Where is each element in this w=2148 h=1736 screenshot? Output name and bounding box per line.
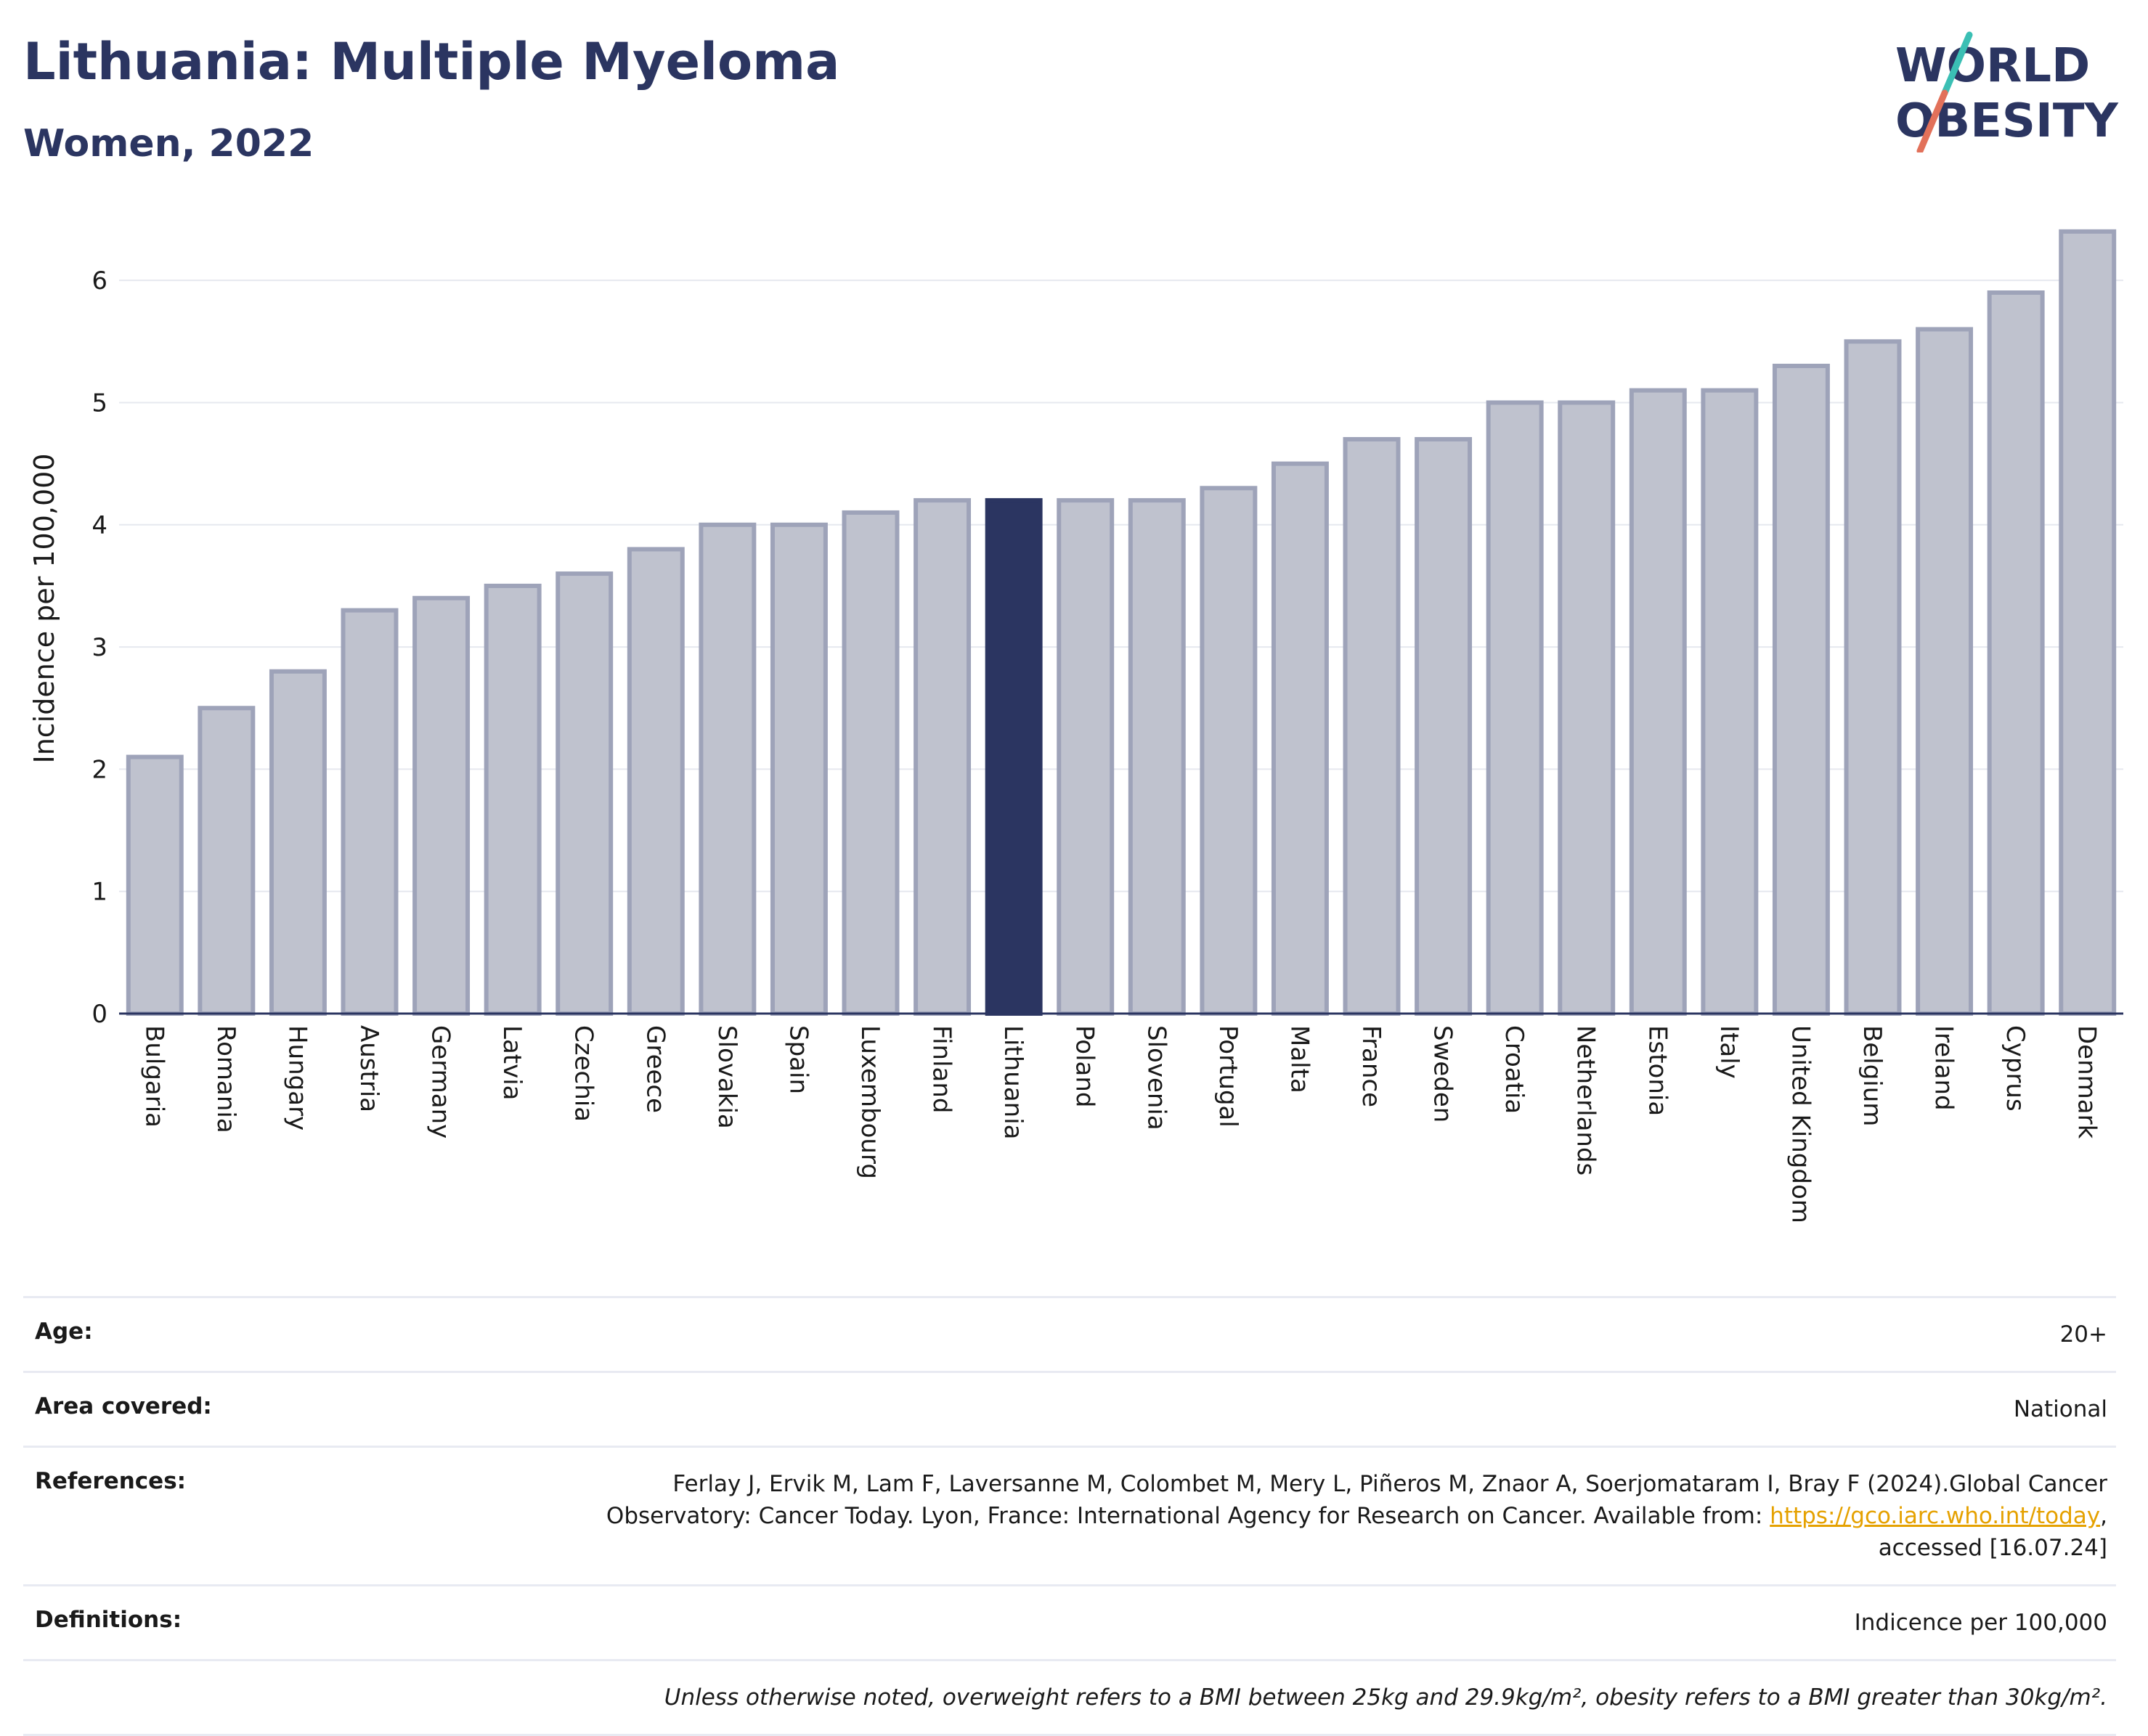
y-tick-label: 6 — [91, 266, 107, 296]
x-tick-label: Italy — [1714, 1025, 1744, 1079]
bar-lithuania — [985, 498, 1043, 1016]
bar-estonia — [1629, 388, 1687, 1016]
age-label: Age: — [35, 1319, 93, 1345]
x-tick-label: Latvia — [497, 1025, 526, 1101]
bar-sweden — [1415, 436, 1473, 1016]
y-tick-label: 0 — [91, 1000, 107, 1029]
references-value: Ferlay J, Ervik M, Lam F, Laversanne M, … — [582, 1468, 2107, 1564]
y-tick-label: 1 — [91, 878, 107, 907]
page-title: Lithuania: Multiple Myeloma — [23, 32, 840, 91]
bar-hungary — [269, 669, 327, 1016]
x-tick-label: Germany — [426, 1025, 455, 1138]
references-link[interactable]: https://gco.iarc.who.int/today — [1770, 1503, 2101, 1529]
bar-portugal — [1200, 486, 1258, 1016]
info-table: Age: 20+ Area covered: National Referenc… — [23, 1296, 2116, 1736]
x-tick-label: Hungary — [282, 1025, 312, 1130]
bar-latvia — [484, 583, 542, 1016]
bar-romania — [198, 706, 256, 1016]
y-tick-label: 3 — [91, 633, 107, 662]
info-row-note: Unless otherwise noted, overweight refer… — [23, 1659, 2116, 1736]
bar-bulgaria — [126, 754, 184, 1016]
x-tick-label: Romania — [211, 1025, 240, 1133]
bar-austria — [341, 608, 399, 1016]
x-tick-label: Lithuania — [998, 1025, 1028, 1139]
x-tick-label: Malta — [1285, 1025, 1314, 1093]
x-tick-label: Portugal — [1213, 1025, 1242, 1128]
x-tick-label: Belgium — [1858, 1025, 1887, 1126]
x-tick-label: Slovenia — [1142, 1025, 1171, 1130]
age-value: 20+ — [2059, 1321, 2107, 1348]
y-axis-label: Incidence per 100,000 — [28, 453, 60, 763]
x-tick-labels: Bulgaria Romania Hungary Austria Germany Latv… — [139, 1025, 2101, 1223]
x-tick-label: Slovakia — [712, 1025, 741, 1129]
bar-czechia — [556, 571, 614, 1016]
info-row-references: References: Ferlay J, Ervik M, Lam F, La… — [23, 1446, 2116, 1584]
bar-spain — [770, 522, 828, 1016]
bar-slovakia — [699, 522, 757, 1016]
x-tick-label: Finland — [927, 1025, 956, 1114]
x-tick-label: Poland — [1070, 1025, 1099, 1108]
bar-germany — [412, 595, 471, 1016]
bar-cyprus — [1987, 290, 2045, 1016]
x-tick-label: Cyprus — [2001, 1025, 2030, 1112]
x-tick-label: France — [1356, 1025, 1386, 1107]
bar-finland — [914, 498, 972, 1016]
x-tick-label: Czechia — [569, 1025, 598, 1122]
bar-italy — [1701, 388, 1759, 1016]
x-tick-label: Croatia — [1500, 1025, 1529, 1114]
x-tick-label: Netherlands — [1571, 1025, 1600, 1175]
svg-text:WORLD: WORLD — [1895, 39, 2090, 93]
area-label: Area covered: — [35, 1393, 212, 1419]
x-tick-label: Denmark — [2072, 1025, 2102, 1139]
references-label: References: — [35, 1468, 187, 1494]
definitions-value: Indicence per 100,000 — [1854, 1610, 2107, 1636]
info-row-area: Area covered: National — [23, 1371, 2116, 1446]
x-tick-label: Austria — [354, 1025, 383, 1112]
x-tick-label: Greece — [640, 1025, 670, 1113]
bar-croatia — [1486, 400, 1544, 1016]
bar-belgium — [1844, 339, 1902, 1016]
bar-luxembourg — [842, 510, 900, 1016]
y-tick-label: 4 — [91, 511, 107, 540]
bar-united-kingdom — [1772, 363, 1830, 1016]
x-tick-label: Bulgaria — [139, 1025, 168, 1128]
area-value: National — [2013, 1396, 2107, 1422]
y-tick-label: 2 — [91, 755, 107, 784]
bar-netherlands — [1558, 400, 1616, 1016]
bmi-note: Unless otherwise noted, overweight refer… — [664, 1684, 2107, 1711]
x-tick-label: Spain — [784, 1025, 813, 1094]
bar-greece — [627, 547, 685, 1016]
world-obesity-logo: WORLD OBESITY — [1895, 31, 2118, 152]
page-subtitle: Women, 2022 — [23, 122, 314, 166]
bar-ireland — [1916, 327, 1974, 1016]
references-text: Ferlay J, Ervik M, Lam F, Laversanne M, … — [606, 1471, 2107, 1529]
bar-slovenia — [1128, 498, 1186, 1016]
references-suffix: , accessed [16.07.24] — [1878, 1503, 2107, 1561]
y-tick-labels: 0 1 2 3 4 5 6 — [91, 266, 107, 1029]
x-tick-label: Ireland — [1929, 1025, 1958, 1111]
info-row-definitions: Definitions: Indicence per 100,000 — [23, 1584, 2116, 1659]
definitions-label: Definitions: — [35, 1607, 182, 1633]
x-tick-label: Estonia — [1643, 1025, 1672, 1116]
x-tick-label: Luxembourg — [855, 1025, 884, 1179]
y-tick-label: 5 — [91, 388, 107, 417]
bar-chart: 0 1 2 3 4 5 6 Bulgaria Romania Hungary Austria Ger… — [28, 229, 2123, 1223]
x-tick-label: Sweden — [1428, 1025, 1457, 1122]
bar-malta — [1271, 461, 1329, 1016]
bar-poland — [1057, 498, 1115, 1016]
svg-text:OBESITY: OBESITY — [1895, 94, 2118, 148]
info-row-age: Age: 20+ — [23, 1296, 2116, 1371]
bars — [126, 229, 2117, 1016]
bar-denmark — [2059, 229, 2117, 1016]
x-tick-label: United Kingdom — [1786, 1025, 1815, 1223]
bar-france — [1343, 436, 1401, 1016]
